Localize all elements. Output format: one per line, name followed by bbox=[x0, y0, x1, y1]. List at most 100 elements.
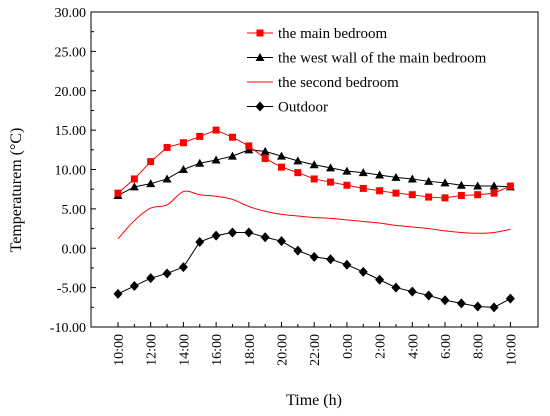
series-layer bbox=[113, 126, 515, 313]
series-marker bbox=[474, 191, 482, 199]
series-marker bbox=[293, 156, 303, 165]
x-tick-label: 14:00 bbox=[177, 334, 192, 366]
series-marker bbox=[473, 301, 483, 312]
legend-entry: Outdoor bbox=[247, 100, 328, 116]
series-marker bbox=[506, 182, 514, 190]
series-marker bbox=[129, 281, 139, 292]
x-axis-title: Time (h) bbox=[286, 392, 342, 409]
series-marker bbox=[457, 191, 465, 199]
series-marker bbox=[260, 146, 270, 155]
y-tick-label: 15.00 bbox=[55, 124, 87, 139]
series-marker bbox=[130, 175, 138, 183]
y-tick-label: 25.00 bbox=[55, 45, 87, 60]
legend-label: the main bedroom bbox=[278, 26, 387, 42]
x-tick-label: 10:00 bbox=[504, 334, 519, 366]
series-marker bbox=[196, 132, 204, 140]
series-marker bbox=[441, 194, 449, 202]
series-marker bbox=[211, 155, 221, 164]
series-marker bbox=[294, 169, 302, 177]
series-marker bbox=[407, 286, 417, 297]
series-marker bbox=[309, 251, 319, 262]
series-marker bbox=[255, 101, 265, 112]
series-marker bbox=[260, 232, 270, 243]
series-line bbox=[117, 232, 511, 308]
series-marker bbox=[277, 151, 286, 160]
series-marker bbox=[162, 174, 172, 183]
series-line bbox=[117, 149, 511, 196]
series-marker bbox=[375, 274, 385, 285]
series-marker bbox=[326, 254, 336, 265]
y-axis: -10.00 -5.00 0.00 5.00 10.00 15.00 20.00 25.00 3… bbox=[50, 6, 96, 336]
x-tick-label: 18:00 bbox=[243, 334, 258, 366]
series-marker bbox=[129, 182, 139, 191]
series-marker bbox=[490, 189, 498, 197]
x-tick-label: 4:00 bbox=[406, 334, 421, 359]
series-marker bbox=[408, 191, 416, 199]
series-marker bbox=[407, 174, 417, 183]
series-marker bbox=[342, 259, 352, 270]
series-line bbox=[117, 190, 511, 240]
series-marker bbox=[255, 53, 265, 61]
series-marker bbox=[244, 227, 254, 238]
series-marker bbox=[227, 227, 237, 238]
series-marker bbox=[456, 298, 466, 309]
series-2 bbox=[117, 190, 511, 240]
x-tick-label: 12:00 bbox=[145, 334, 160, 366]
series-marker bbox=[391, 172, 401, 181]
series-marker bbox=[473, 181, 483, 190]
series-0 bbox=[114, 126, 514, 202]
series-marker bbox=[277, 236, 286, 247]
y-tick-label: -5.00 bbox=[57, 282, 86, 297]
series-marker bbox=[358, 266, 368, 277]
series-marker bbox=[179, 139, 187, 147]
series-marker bbox=[425, 193, 433, 201]
y-tick-label: 30.00 bbox=[55, 6, 87, 21]
x-tick-label: 16:00 bbox=[210, 334, 225, 366]
legend-entry: the main bedroom bbox=[247, 26, 387, 42]
series-marker bbox=[178, 165, 188, 173]
series-marker bbox=[440, 295, 450, 306]
series-marker bbox=[343, 181, 351, 189]
series-marker bbox=[489, 181, 499, 190]
x-tick-label: 0:00 bbox=[341, 334, 356, 359]
series-marker bbox=[146, 179, 156, 188]
y-tick-label: 0.00 bbox=[62, 242, 87, 257]
series-marker bbox=[359, 184, 367, 192]
series-marker bbox=[342, 166, 352, 175]
x-tick-label: 6:00 bbox=[439, 334, 454, 359]
series-marker bbox=[114, 189, 122, 197]
series-marker bbox=[310, 175, 318, 183]
series-marker bbox=[195, 158, 205, 167]
series-marker bbox=[456, 180, 466, 189]
x-tick-label: 20:00 bbox=[276, 334, 291, 366]
x-tick-label: 10:00 bbox=[112, 334, 127, 366]
y-axis-title: Temperaturem (°C) bbox=[8, 128, 25, 253]
series-marker bbox=[163, 143, 171, 151]
series-marker bbox=[392, 189, 400, 197]
series-marker bbox=[146, 273, 156, 284]
series-marker bbox=[147, 158, 155, 166]
series-marker bbox=[162, 268, 172, 279]
series-marker bbox=[489, 302, 499, 313]
x-tick-label: 22:00 bbox=[308, 334, 323, 366]
series-marker bbox=[326, 163, 336, 172]
y-tick-label: 10.00 bbox=[55, 164, 87, 179]
series-marker bbox=[212, 126, 220, 134]
legend: the main bedroom the west wall of the mai… bbox=[247, 26, 487, 116]
series-1 bbox=[113, 145, 515, 199]
x-tick-label: 8:00 bbox=[472, 334, 487, 359]
legend-entry: the second bedroom bbox=[247, 75, 399, 91]
series-3 bbox=[113, 227, 515, 313]
series-marker bbox=[391, 282, 401, 293]
series-marker bbox=[440, 178, 450, 187]
series-marker bbox=[195, 236, 205, 247]
x-axis: 10:00 12:00 14:00 16:00 18:00 20:00 22:00 0:00 2… bbox=[112, 322, 519, 366]
series-marker bbox=[505, 293, 515, 304]
series-marker bbox=[227, 151, 237, 160]
legend-entry: the west wall of the main bedroom bbox=[247, 51, 487, 67]
series-marker bbox=[261, 154, 269, 162]
series-marker bbox=[358, 168, 368, 177]
series-marker bbox=[327, 178, 335, 186]
series-marker bbox=[278, 163, 285, 171]
